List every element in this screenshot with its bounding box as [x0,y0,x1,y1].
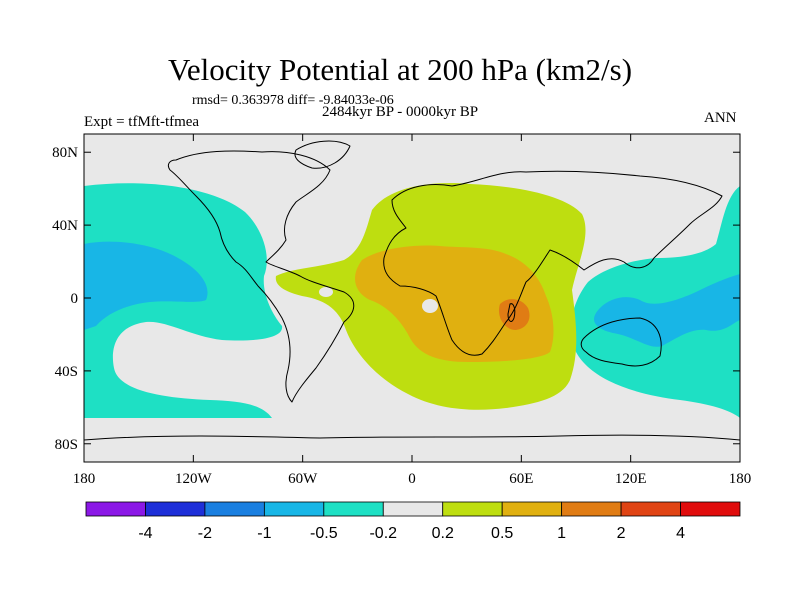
contour-pacific-blue [84,241,208,330]
colorbar-label: 0.2 [432,525,454,542]
colorbar-swatch [680,501,741,517]
contour-patch-atlantic [319,287,333,297]
x-tick-label: 60W [288,471,318,487]
colorbar-swatch [501,501,563,517]
stats-text: rmsd= 0.363978 diff= -9.84033e-06 [192,93,394,108]
x-axis-ticks: 180 120W 60W 0 60E 120E 180 [73,134,752,487]
x-tick-label: 120W [175,471,213,487]
y-tick-label: 80N [52,145,78,161]
colorbar: -4 -2 -1 -0.5 -0.2 0.2 0.5 1 2 4 [85,501,741,542]
colorbar-label: -0.5 [310,525,338,542]
colorbar-label: 2 [617,525,626,542]
colorbar-swatch [323,501,384,517]
coastlines [84,140,740,441]
colorbar-swatch [263,501,325,517]
x-tick-label: 60E [509,471,533,487]
y-tick-label: 40N [52,218,78,234]
colorbar-swatch [442,501,503,517]
y-tick-label: 0 [71,291,79,307]
colorbar-label: -0.2 [369,525,397,542]
season-label: ANN [704,110,737,126]
y-axis-ticks: 80N 40N 0 40S 80S [52,145,740,453]
experiment-label: Expt = tfMft-tfmea [84,114,200,130]
period-label: 2484kyr BP - 0000kyr BP [322,104,479,120]
colorbar-label: 0.5 [491,525,513,542]
colorbar-swatch [145,501,206,517]
contour-westpacific-blue [594,274,740,347]
colorbar-swatch [204,501,265,517]
x-tick-label: 120E [615,471,647,487]
x-tick-label: 180 [73,471,96,487]
colorbar-label: 4 [676,525,685,542]
contour-patch-gulf-guinea [422,299,438,313]
y-tick-label: 80S [55,437,78,453]
y-tick-label: 40S [55,364,78,380]
x-tick-label: 180 [729,471,752,487]
x-tick-label: 0 [408,471,416,487]
colorbar-swatch [382,501,444,517]
contour-westpacific-cyan [571,186,740,418]
colorbar-label: 1 [557,525,566,542]
colorbar-swatch [85,501,146,517]
map-area [84,134,740,462]
contour-positive-yellow [355,245,554,362]
chart-title: Velocity Potential at 200 hPa (km2/s) [167,52,633,87]
colorbar-swatch [561,501,622,517]
colorbar-label: -2 [198,525,212,542]
colorbar-swatch [620,501,681,517]
colorbar-label: -4 [138,525,152,542]
colorbar-label: -1 [257,525,271,542]
